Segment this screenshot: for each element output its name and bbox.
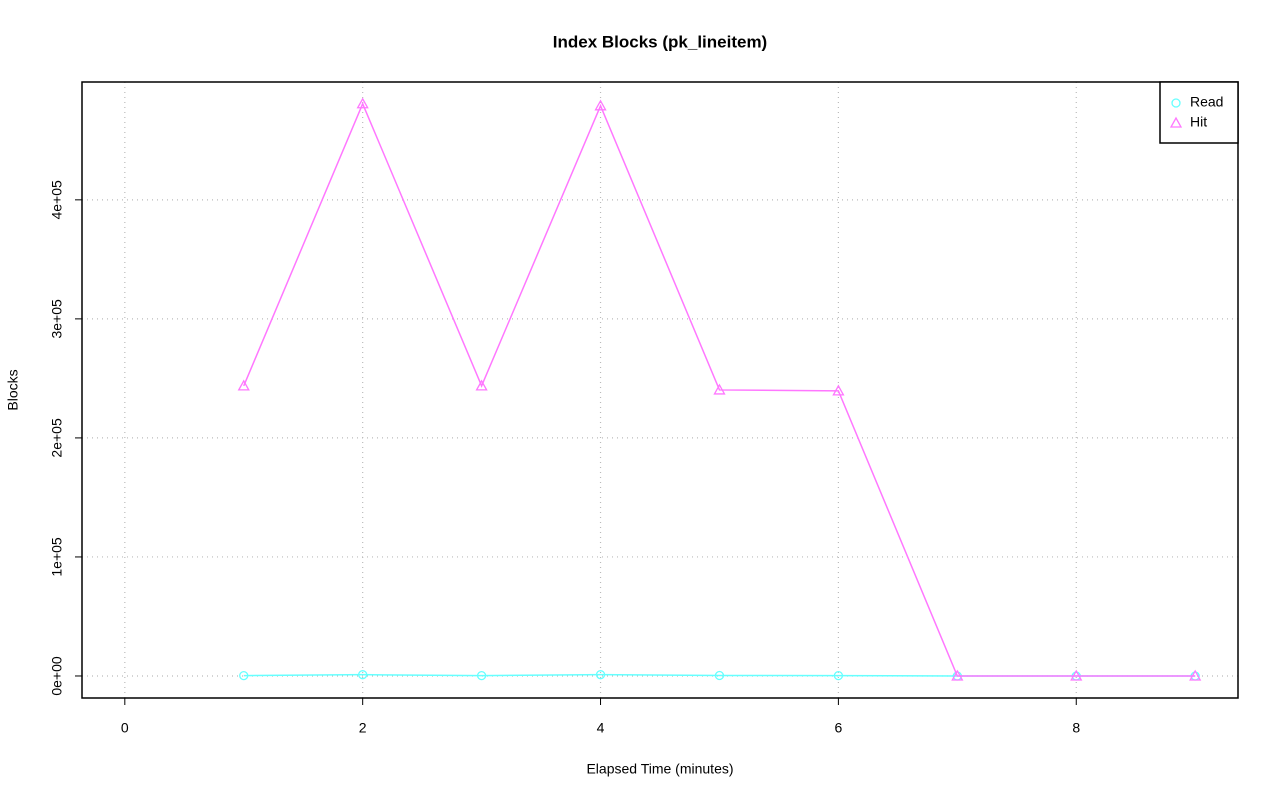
data-point — [356, 97, 369, 109]
x-axis-label: Elapsed Time (minutes) — [586, 761, 733, 777]
x-tick-label: 4 — [597, 720, 605, 736]
data-point — [594, 99, 607, 111]
data-point — [358, 670, 368, 680]
x-tick-label: 8 — [1072, 720, 1080, 736]
x-tick-label: 2 — [359, 720, 367, 736]
y-tick-label: 2e+05 — [49, 418, 65, 458]
data-point — [951, 669, 964, 681]
y-tick-label: 4e+05 — [49, 180, 65, 220]
legend-label: Read — [1190, 94, 1223, 110]
y-axis-label: Blocks — [5, 369, 21, 410]
data-point — [832, 384, 845, 396]
plot-frame — [81, 81, 1239, 699]
data-point — [1070, 669, 1083, 681]
y-tick-label: 1e+05 — [49, 537, 65, 577]
series-line — [243, 101, 1196, 677]
x-tick-label: 0 — [121, 720, 129, 736]
legend-label: Hit — [1190, 114, 1207, 130]
data-point — [713, 383, 726, 395]
data-point — [595, 670, 606, 680]
y-tick-label: 0e+00 — [49, 656, 65, 696]
data-point — [475, 379, 488, 391]
x-tick-label: 6 — [834, 720, 842, 736]
legend-marker — [1171, 98, 1181, 108]
data-point — [833, 670, 844, 681]
legend-box — [1159, 81, 1239, 144]
y-tick-label: 3e+05 — [49, 299, 65, 339]
data-point — [239, 670, 249, 681]
data-point — [1189, 669, 1202, 681]
data-point — [476, 670, 487, 681]
data-point — [714, 670, 725, 681]
legend-marker — [1169, 116, 1183, 128]
data-point — [237, 379, 250, 391]
chart-title: Index Blocks (pk_lineitem) — [553, 32, 767, 51]
